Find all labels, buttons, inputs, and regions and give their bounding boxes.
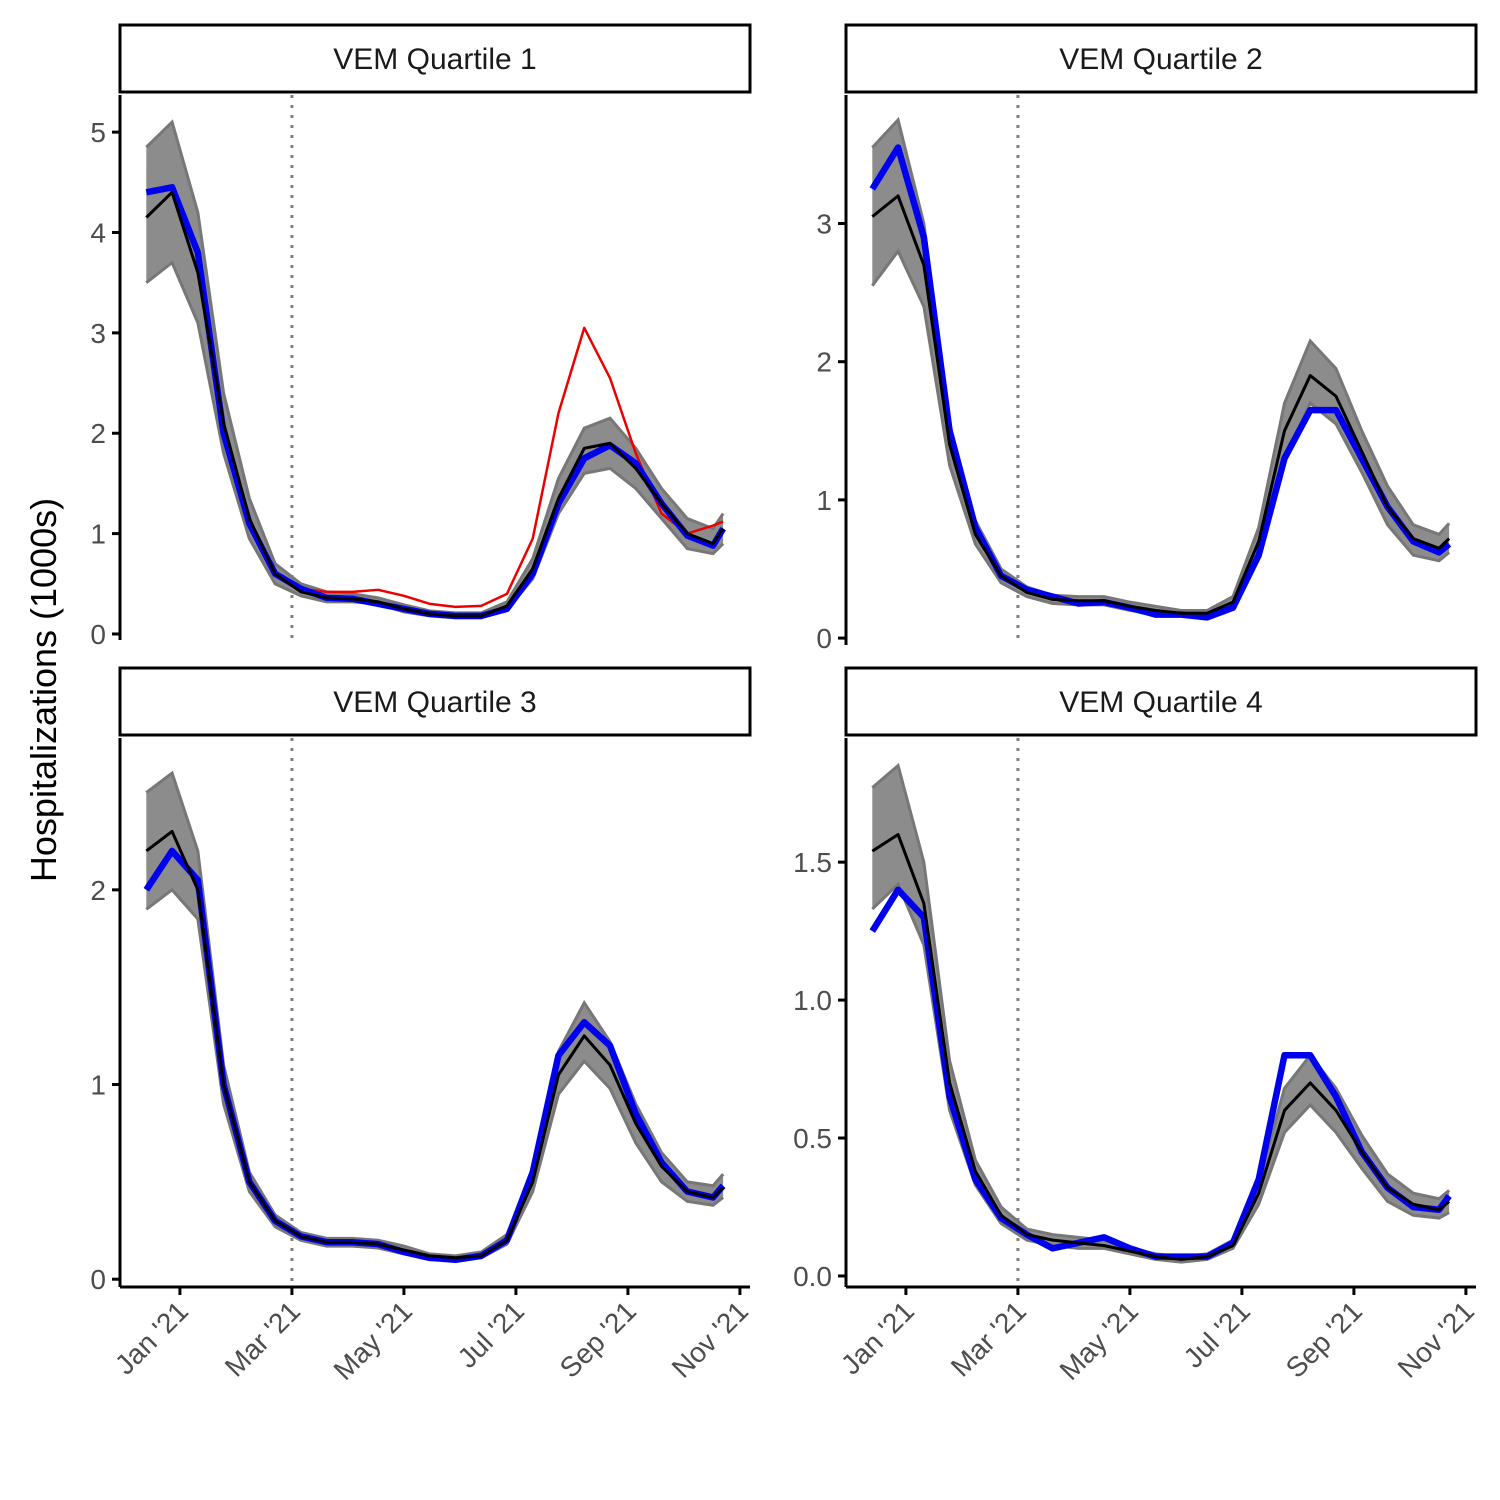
x-tick-label: Sep '21 xyxy=(554,1295,642,1383)
y-tick-label: 1 xyxy=(90,1070,106,1101)
x-tick-label: Sep '21 xyxy=(1280,1295,1368,1383)
y-tick-label: 3 xyxy=(90,318,106,349)
series-line xyxy=(869,886,1452,1260)
series-line xyxy=(143,847,726,1263)
y-tick-label: 0.0 xyxy=(793,1261,832,1292)
confidence-band xyxy=(146,122,724,618)
x-tick-label: Nov '21 xyxy=(666,1295,754,1383)
confidence-band xyxy=(872,119,1450,616)
y-tick-label: 2 xyxy=(816,347,832,378)
x-tick-label: May '21 xyxy=(1054,1295,1145,1386)
facet-title: VEM Quartile 4 xyxy=(1059,686,1262,719)
band-edge xyxy=(871,762,1451,1259)
y-tick-label: 0 xyxy=(90,1264,106,1295)
y-tick-label: 2 xyxy=(90,418,106,449)
series-line xyxy=(871,833,1451,1261)
facet-title: VEM Quartile 1 xyxy=(333,43,536,76)
confidence-band xyxy=(872,765,1450,1263)
series-line xyxy=(300,326,724,609)
y-tick-label: 1 xyxy=(90,519,106,550)
series-line xyxy=(145,829,725,1260)
y-tick-label: 2 xyxy=(90,875,106,906)
facet-strip xyxy=(118,666,752,737)
y-tick-label: 4 xyxy=(90,218,106,249)
y-tick-label: 0 xyxy=(90,619,106,650)
x-tick-label: May '21 xyxy=(328,1295,419,1386)
series-line xyxy=(869,144,1452,621)
band-edge xyxy=(871,881,1450,1264)
y-tick-label: 0.5 xyxy=(793,1123,832,1154)
series-line xyxy=(145,184,726,620)
x-tick-label: Mar '21 xyxy=(945,1295,1032,1382)
facet-title: VEM Quartile 2 xyxy=(1059,43,1262,76)
band-edge xyxy=(145,119,725,615)
band-edge xyxy=(145,887,725,1262)
y-tick-label: 1 xyxy=(816,485,832,516)
x-tick-label: Jul '21 xyxy=(1178,1295,1257,1374)
facet-strip xyxy=(118,23,752,94)
facet-strip xyxy=(844,666,1478,737)
x-tick-label: Jul '21 xyxy=(452,1295,531,1374)
y-tick-label: 5 xyxy=(90,117,106,148)
x-tick-label: Nov '21 xyxy=(1392,1295,1480,1383)
y-tick-label: 1.0 xyxy=(793,985,832,1016)
x-tick-label: Jan '21 xyxy=(835,1295,920,1380)
x-tick-label: Mar '21 xyxy=(219,1295,306,1382)
band-edge xyxy=(145,770,725,1258)
series-line xyxy=(145,190,725,618)
x-tick-label: Jan '21 xyxy=(109,1295,194,1380)
y-tick-label: 1.5 xyxy=(793,847,832,878)
confidence-band xyxy=(146,773,724,1260)
band-edge xyxy=(871,116,1451,612)
y-axis-label: Hospitalizations (1000s) xyxy=(23,498,64,882)
y-tick-label: 3 xyxy=(816,209,832,240)
facet-strip xyxy=(844,23,1478,94)
series-line xyxy=(871,194,1451,615)
facet-title: VEM Quartile 3 xyxy=(333,686,536,719)
y-tick-label: 0 xyxy=(816,623,832,654)
